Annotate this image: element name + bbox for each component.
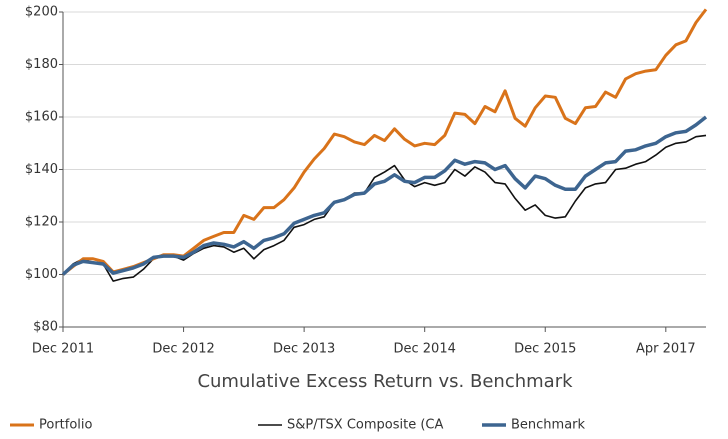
x-tick-label: Dec 2015 <box>514 342 576 357</box>
x-tick-label: Dec 2011 <box>32 342 94 357</box>
legend-label: S&P/TSX Composite (CA <box>287 418 444 433</box>
x-tick-label: Dec 2012 <box>152 342 214 357</box>
y-tick-label: $140 <box>25 162 58 177</box>
series-line <box>61 115 708 276</box>
legend-label: Benchmark <box>511 418 586 433</box>
y-tick-label: $180 <box>25 57 58 72</box>
y-tick-label: $80 <box>33 320 58 335</box>
y-tick-label: $200 <box>25 5 58 20</box>
y-tick-label: $120 <box>25 215 58 230</box>
y-tick-label: $160 <box>25 110 58 125</box>
x-tick-label: Dec 2013 <box>273 342 335 357</box>
legend-label: Portfolio <box>39 418 93 433</box>
series-line <box>62 8 708 276</box>
series-line <box>62 134 707 282</box>
x-tick-label: Apr 2017 <box>636 342 696 357</box>
x-tick-label: Dec 2014 <box>394 342 456 357</box>
chart-title: Cumulative Excess Return vs. Benchmark <box>197 371 573 392</box>
y-tick-label: $100 <box>25 267 58 282</box>
